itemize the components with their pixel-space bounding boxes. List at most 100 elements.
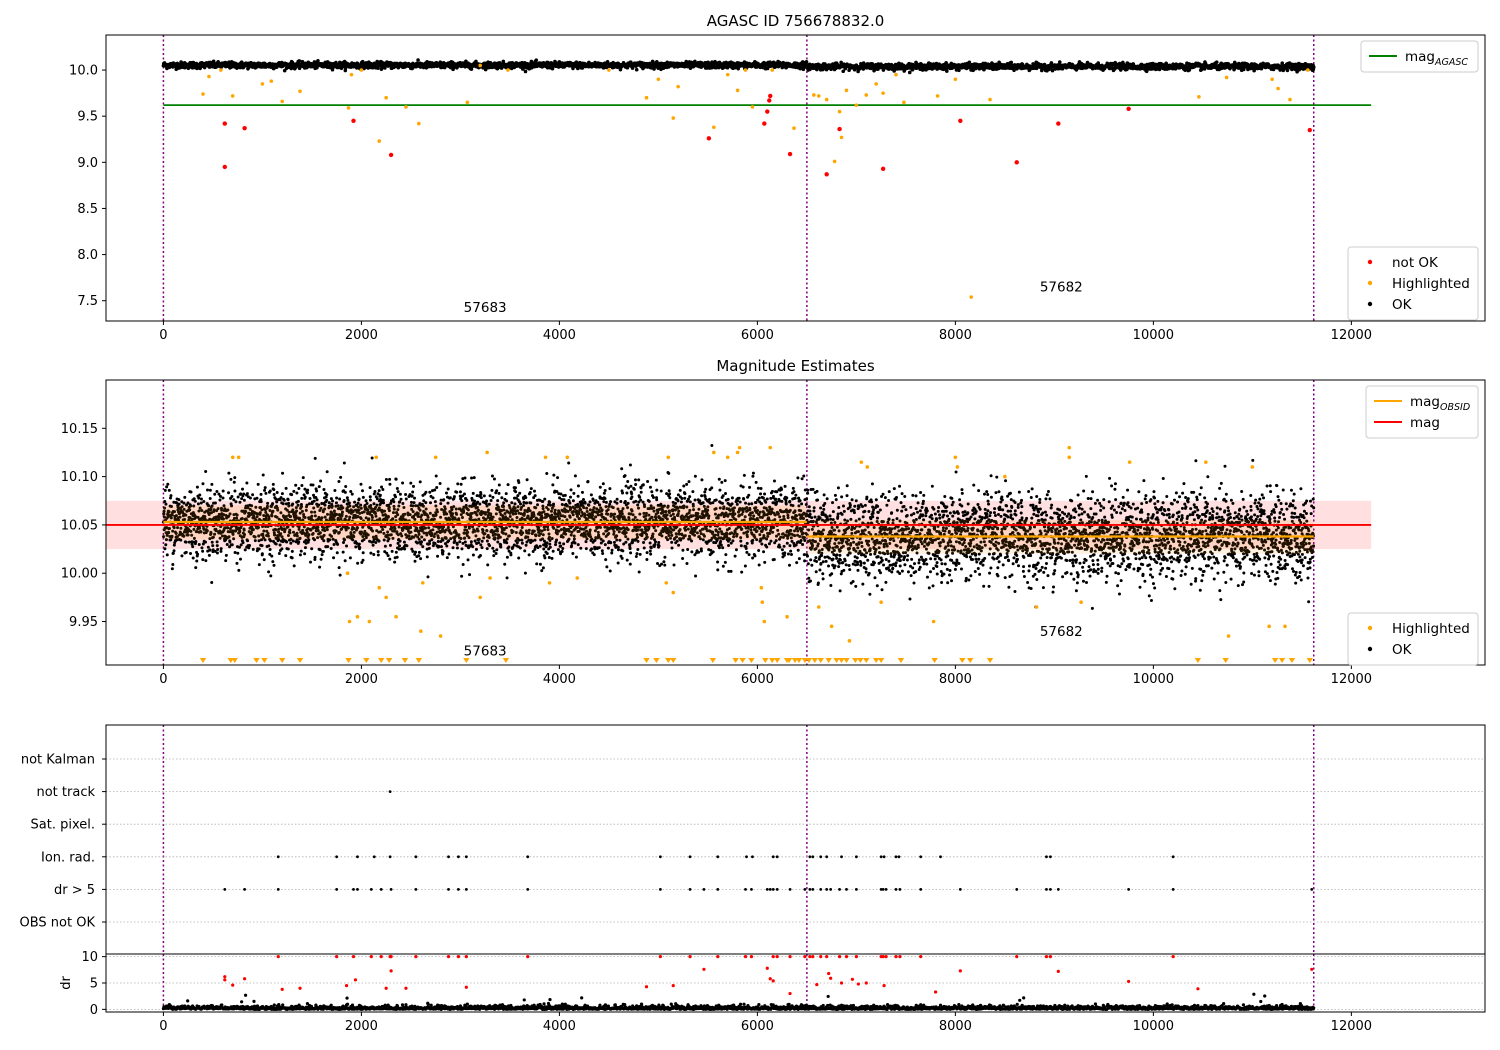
ok-point	[239, 60, 244, 65]
ok-point	[197, 543, 201, 547]
ok-point	[198, 493, 202, 497]
ok-point	[190, 517, 194, 521]
not-ok-point	[388, 152, 394, 158]
ok-point	[182, 534, 186, 538]
ok-point	[165, 553, 169, 557]
ok-point	[305, 491, 309, 495]
ok-point	[233, 489, 237, 493]
ok-point	[179, 538, 183, 542]
ok-point	[343, 68, 348, 73]
ok-point	[175, 535, 179, 539]
ok-point	[192, 536, 196, 540]
ok-point	[210, 504, 214, 508]
ok-point	[167, 531, 171, 535]
ok-point	[251, 547, 255, 551]
ok-point	[358, 545, 362, 549]
ok-point	[399, 497, 403, 501]
ok-point	[290, 493, 294, 497]
ok-point	[409, 500, 413, 504]
ok-point	[241, 487, 245, 491]
ok-point	[215, 509, 219, 513]
ok-point	[298, 553, 302, 557]
ok-point	[361, 489, 365, 493]
ok-point	[169, 505, 173, 509]
ok-point	[230, 494, 234, 498]
ok-point	[277, 551, 281, 555]
ok-point	[341, 550, 345, 554]
ok-point	[221, 517, 225, 521]
ok-point	[251, 493, 255, 497]
ok-point	[320, 553, 324, 557]
ok-point	[198, 526, 202, 530]
ok-point	[180, 500, 184, 504]
ok-point	[162, 535, 166, 539]
ok-point	[201, 542, 205, 546]
ok-point	[208, 497, 212, 501]
legend-box	[1360, 40, 1479, 73]
ok-point	[199, 501, 203, 505]
y-tick-label: 8.0	[77, 248, 98, 263]
ok-point	[278, 543, 282, 547]
ok-point	[319, 557, 323, 561]
ok-point	[222, 513, 226, 517]
highlighted-point	[676, 84, 680, 89]
ok-point	[170, 534, 174, 538]
ok-point	[361, 551, 365, 555]
ok-point	[348, 556, 352, 560]
ok-point	[335, 551, 339, 555]
ok-point	[198, 506, 202, 510]
ok-point	[393, 495, 397, 499]
ok-point	[209, 511, 213, 515]
ok-point	[357, 542, 361, 546]
ok-point	[271, 560, 275, 564]
ok-point	[420, 540, 424, 544]
ok-point	[394, 477, 398, 481]
ok-point	[309, 560, 313, 564]
ok-point	[174, 514, 178, 518]
ok-point	[213, 501, 217, 505]
ok-point	[274, 497, 278, 501]
ok-point	[167, 527, 171, 531]
x-tick-label: 2000	[345, 328, 378, 343]
ok-point	[386, 554, 390, 558]
ok-point	[221, 489, 225, 493]
highlighted-point	[207, 74, 211, 79]
highlighted-point	[1197, 95, 1201, 99]
ok-point	[313, 555, 317, 559]
ok-point	[194, 540, 198, 544]
legend-dot-swatch	[1367, 259, 1373, 265]
ok-point	[246, 539, 250, 543]
ok-point	[162, 515, 166, 519]
ok-point	[177, 502, 181, 506]
y-tick-label: 7.5	[77, 294, 98, 309]
ok-point	[218, 494, 222, 498]
ok-point	[315, 489, 319, 493]
ok-point	[331, 499, 335, 503]
ok-point	[289, 541, 293, 545]
ok-point	[356, 501, 360, 505]
panel-title: AGASC ID 756678832.0	[707, 12, 885, 30]
ok-point	[285, 540, 289, 544]
highlighted-point	[792, 126, 796, 130]
ok-point	[192, 497, 196, 501]
ok-point	[343, 559, 347, 563]
ok-point	[166, 482, 170, 486]
ok-point	[398, 492, 402, 496]
ok-point	[383, 544, 387, 548]
y-tick-label: 8.5	[77, 202, 98, 217]
ok-point	[178, 515, 182, 519]
ok-point	[359, 482, 363, 486]
ok-point	[275, 490, 279, 494]
ok-point	[356, 561, 360, 565]
ok-point	[237, 568, 241, 572]
legend-label-subscript: AGASC	[1434, 57, 1468, 68]
highlighted-point	[935, 94, 940, 98]
ok-point	[388, 482, 392, 486]
ok-point	[215, 551, 219, 555]
ok-point	[167, 488, 171, 492]
ok-point	[208, 537, 212, 541]
ok-point	[1144, 69, 1149, 74]
ok-point	[167, 510, 171, 514]
highlighted-point	[349, 72, 354, 77]
ok-point	[274, 542, 278, 546]
